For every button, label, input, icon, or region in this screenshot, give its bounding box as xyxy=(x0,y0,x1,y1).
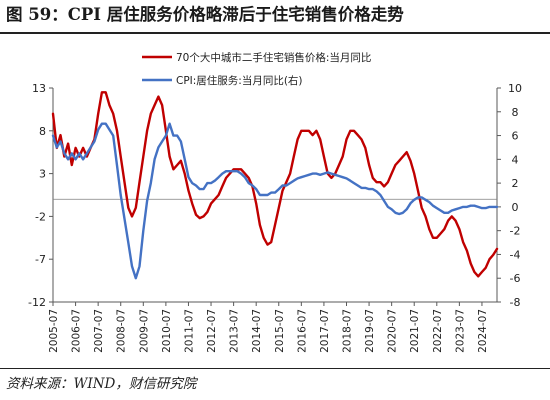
series-line-resale-price xyxy=(51,91,499,278)
x-tick-label: 2014-07 xyxy=(251,309,263,353)
source-rule xyxy=(0,368,550,369)
left-tick-label: -7 xyxy=(35,253,46,266)
x-tick-label: 2009-07 xyxy=(138,309,150,353)
x-tick-label: 2013-07 xyxy=(229,309,241,353)
right-axis: 10 8 6 4 2 0 -2 -4 -6 -8 xyxy=(496,82,522,309)
right-tick-label: 6 xyxy=(512,130,519,143)
left-axis: 13 8 3 -2 -7 -12 xyxy=(28,82,54,309)
legend-label-blue: CPI:居住服务:当月同比(右) xyxy=(176,74,303,87)
x-tick-label: 2012-07 xyxy=(206,309,218,353)
legend-label-red: 70个大中城市二手住宅销售价格:当月同比 xyxy=(176,51,371,64)
legend: 70个大中城市二手住宅销售价格:当月同比 CPI:居住服务:当月同比(右) xyxy=(142,51,371,87)
x-tick-label: 2008-07 xyxy=(116,309,128,353)
right-tick-label: -4 xyxy=(510,248,521,261)
x-tick-label: 2023-07 xyxy=(454,309,466,353)
x-tick-label: 2007-07 xyxy=(93,309,105,353)
x-tick-label: 2005-07 xyxy=(48,309,60,353)
source-note: 资料来源：WIND，财信研究院 xyxy=(6,376,197,392)
series-line-cpi-housing-service xyxy=(51,122,499,280)
x-tick-label: 2006-07 xyxy=(71,309,83,353)
x-tick-label: 2016-07 xyxy=(296,309,308,353)
x-tick-label: 2021-07 xyxy=(409,309,421,353)
series-layer xyxy=(51,91,499,280)
x-tick-label: 2018-07 xyxy=(341,309,353,353)
right-tick-label: 2 xyxy=(512,177,519,190)
line-chart: 13 8 3 -2 -7 -12 10 8 6 4 2 0 -2 -4 -6 -8 2005-07 2006-… xyxy=(28,51,522,353)
x-tick-label: 2022-07 xyxy=(432,309,444,353)
left-tick-label: 8 xyxy=(39,125,46,138)
x-tick-label: 2011-07 xyxy=(183,309,195,353)
x-tick-label: 2015-07 xyxy=(274,309,286,353)
right-tick-label: -6 xyxy=(510,272,521,285)
right-tick-label: 0 xyxy=(512,201,519,214)
right-tick-label: 10 xyxy=(508,82,522,95)
title-rule xyxy=(0,32,550,34)
left-tick-label: -2 xyxy=(35,210,46,223)
right-tick-label: -8 xyxy=(510,296,521,309)
left-tick-label: -12 xyxy=(28,296,46,309)
x-axis: 2005-07 2006-07 2007-07 2008-07 2009-07 2010-… xyxy=(48,301,497,353)
right-tick-label: 8 xyxy=(512,106,519,119)
x-tick-label: 2024-07 xyxy=(477,309,489,353)
x-tick-label: 2010-07 xyxy=(161,309,173,353)
figure-title: 图 59：CPI 居住服务价格略滞后于住宅销售价格走势 xyxy=(6,5,404,24)
x-tick-label: 2019-07 xyxy=(364,309,376,353)
x-tick-label: 2017-07 xyxy=(319,309,331,353)
right-tick-label: -2 xyxy=(510,225,521,238)
left-tick-label: 3 xyxy=(39,168,46,181)
x-tick-label: 2020-07 xyxy=(387,309,399,353)
left-tick-label: 13 xyxy=(32,82,46,95)
right-tick-label: 4 xyxy=(512,153,519,166)
